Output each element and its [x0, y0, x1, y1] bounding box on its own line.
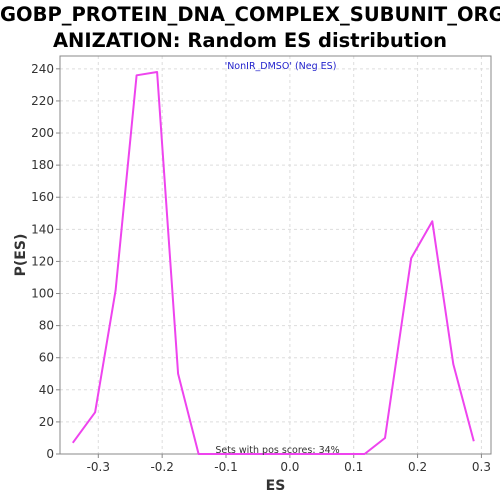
- y-tick-label: 240: [31, 62, 54, 76]
- axis-ticks: -0.3 -0.2 -0.1 0.0 0.1 0.2 0.3 0 20 40 60 80 100 120 1…: [31, 62, 491, 474]
- grid-lines: [60, 56, 491, 455]
- x-tick-label: 0.3: [472, 460, 491, 474]
- y-tick-label: 100: [31, 287, 54, 301]
- x-tick-label: 0.1: [344, 460, 363, 474]
- x-tick-label: -0.3: [87, 460, 110, 474]
- chart-title: GOBP_PROTEIN_DNA_COMPLEX_SUBUNIT_ORG ANI…: [0, 2, 500, 54]
- chart-title-line-2: ANIZATION: Random ES distribution: [52, 29, 448, 52]
- y-tick-label: 80: [39, 319, 54, 333]
- chart-title-line-1: GOBP_PROTEIN_DNA_COMPLEX_SUBUNIT_ORG: [0, 3, 500, 26]
- x-tick-label: 0.2: [408, 460, 427, 474]
- y-tick-label: 60: [39, 351, 54, 365]
- x-tick-label: -0.2: [150, 460, 173, 474]
- y-tick-label: 40: [39, 383, 54, 397]
- x-tick-label: -0.1: [214, 460, 237, 474]
- y-tick-label: 120: [31, 254, 54, 268]
- x-axis-title: ES: [266, 478, 286, 494]
- y-axis-title: P(ES): [13, 234, 29, 277]
- series-layer: [71, 71, 475, 455]
- annotation-text: Sets with pos scores: 34%: [215, 445, 339, 456]
- y-tick-label: 180: [31, 158, 54, 172]
- plot-frame: [59, 55, 492, 455]
- x-tick-label: 0.0: [280, 460, 299, 474]
- series-line: [71, 71, 475, 455]
- y-tick-label: 160: [31, 190, 54, 204]
- legend-entry: 'NonIR_DMSO' (Neg ES): [225, 61, 337, 72]
- y-tick-label: 20: [39, 415, 54, 429]
- y-tick-label: 200: [31, 126, 54, 140]
- y-tick-label: 140: [31, 222, 54, 236]
- y-tick-label: 0: [46, 447, 54, 461]
- y-tick-label: 220: [31, 94, 54, 108]
